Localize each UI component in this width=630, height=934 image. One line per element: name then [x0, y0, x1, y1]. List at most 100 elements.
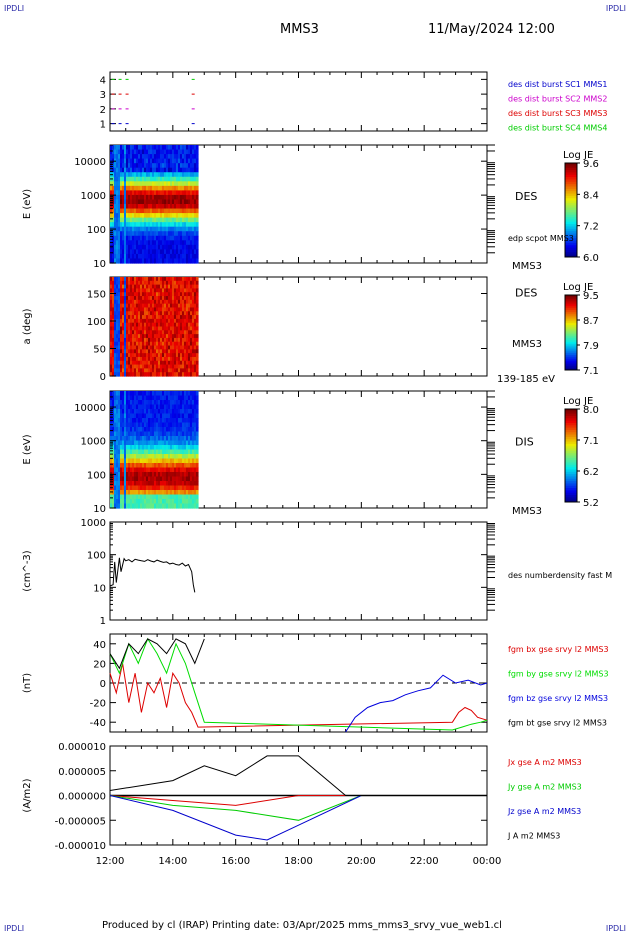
heatmap-cell — [163, 485, 167, 491]
heatmap-cell — [195, 226, 199, 232]
heatmap-cell — [110, 167, 113, 173]
heatmap-cell — [121, 409, 125, 415]
heatmap-cell — [183, 284, 187, 290]
heatmap-cell — [177, 172, 181, 178]
heatmap-cell — [113, 391, 117, 397]
heatmap-cell — [141, 158, 145, 164]
heatmap-cell — [125, 280, 129, 286]
heatmap-cell — [149, 345, 153, 350]
heatmap-cell — [161, 341, 165, 347]
y-tick-label: 1000 — [81, 437, 106, 448]
heatmap-cell — [173, 360, 177, 366]
heatmap-cell — [131, 413, 135, 419]
heatmap-cell — [117, 213, 121, 219]
heatmap-cell — [175, 213, 179, 219]
heatmap-cell — [169, 181, 173, 187]
colorbar-segment — [565, 317, 577, 320]
heatmap-cell — [110, 326, 113, 331]
heatmap-cell — [183, 494, 187, 500]
heatmap-cell — [165, 463, 169, 469]
heatmap-cell — [185, 244, 189, 250]
heatmap-cell — [110, 292, 113, 297]
heatmap-cell — [161, 181, 165, 187]
heatmap-cell — [167, 494, 171, 500]
heatmap-cell — [115, 185, 119, 191]
heatmap-cell — [153, 427, 157, 433]
heatmap-cell — [129, 330, 133, 335]
heatmap-cell — [193, 400, 197, 406]
heatmap-cell — [115, 431, 119, 437]
colorbar-segment — [565, 252, 577, 256]
heatmap-cell — [121, 364, 125, 369]
heatmap-cell — [195, 240, 199, 246]
heatmap-cell — [149, 167, 153, 173]
heatmap-cell — [113, 436, 117, 442]
heatmap-cell — [181, 481, 185, 487]
heatmap-cell — [187, 158, 191, 164]
heatmap-cell — [171, 258, 175, 264]
heatmap-cell — [123, 334, 127, 339]
heatmap-cell — [121, 185, 125, 191]
heatmap-cell — [143, 149, 147, 155]
heatmap-cell — [119, 307, 123, 312]
heatmap-cell — [135, 185, 139, 191]
heatmap-cell — [175, 409, 179, 415]
heatmap-cell — [143, 454, 147, 460]
heatmap-cell — [117, 345, 121, 350]
heatmap-cell — [153, 235, 157, 241]
heatmap-cell — [127, 341, 131, 347]
heatmap-cell — [157, 400, 161, 406]
colorbar-segment — [565, 336, 577, 339]
heatmap-cell — [139, 490, 143, 496]
colorbar-segment — [565, 298, 577, 302]
colorbar-tick-label: 5.2 — [583, 498, 599, 509]
heatmap-cell — [189, 244, 193, 250]
heatmap-cell — [147, 299, 151, 305]
heatmap-cell — [163, 458, 167, 464]
heatmap-cell — [123, 345, 127, 350]
heatmap-cell — [179, 368, 183, 373]
heatmap-cell — [119, 368, 123, 373]
heatmap-cell — [119, 349, 123, 354]
heatmap-cell — [191, 299, 195, 305]
heatmap-cell — [153, 194, 157, 201]
heatmap-cell — [163, 208, 167, 214]
heatmap-cell — [113, 154, 117, 160]
heatmap-cell — [113, 360, 117, 366]
colorbar-segment — [565, 366, 577, 369]
heatmap-cell — [131, 404, 135, 410]
heatmap-cell — [121, 318, 125, 324]
heatmap-cell — [111, 349, 115, 354]
heatmap-cell — [173, 322, 177, 328]
heatmap-cell — [145, 485, 149, 491]
heatmap-cell — [193, 318, 197, 324]
heatmap-cell — [129, 431, 133, 437]
heatmap-cell — [169, 418, 173, 424]
heatmap-cell — [175, 145, 179, 151]
heatmap-cell — [137, 280, 141, 286]
colorbar-segment — [565, 172, 577, 176]
heatmap-cell — [187, 349, 191, 354]
heatmap-cell — [133, 353, 137, 358]
heatmap-cell — [137, 163, 141, 169]
heatmap-cell — [177, 445, 181, 451]
heatmap-cell — [145, 326, 149, 331]
heatmap-cell — [157, 167, 161, 173]
heatmap-cell — [145, 413, 149, 419]
heatmap-cell — [161, 258, 165, 264]
heatmap-cell — [181, 194, 185, 201]
heatmap-cell — [123, 296, 127, 301]
heatmap-cell — [177, 253, 181, 260]
heatmap-cell — [173, 330, 177, 335]
heatmap-cell — [195, 190, 199, 196]
heatmap-cell — [173, 190, 177, 196]
heatmap-cell — [165, 409, 169, 415]
heatmap-cell — [123, 199, 127, 205]
heatmap-cell — [151, 145, 155, 151]
heatmap-cell — [127, 185, 131, 191]
heatmap-cell — [183, 222, 187, 228]
heatmap-cell — [111, 167, 115, 173]
heatmap-cell — [167, 454, 171, 460]
heatmap-cell — [151, 284, 155, 290]
